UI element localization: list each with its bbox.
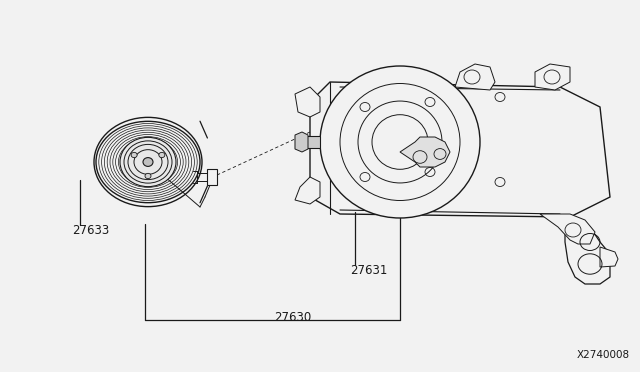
Polygon shape bbox=[295, 87, 320, 117]
Ellipse shape bbox=[159, 153, 165, 158]
Text: 27630: 27630 bbox=[274, 311, 311, 324]
Polygon shape bbox=[540, 214, 595, 244]
Text: 27633: 27633 bbox=[72, 224, 109, 237]
Polygon shape bbox=[207, 169, 217, 185]
Text: X2740008: X2740008 bbox=[577, 350, 630, 360]
Ellipse shape bbox=[320, 66, 480, 218]
Ellipse shape bbox=[143, 158, 153, 166]
Text: 27631: 27631 bbox=[350, 264, 387, 277]
Ellipse shape bbox=[131, 153, 137, 158]
Polygon shape bbox=[295, 132, 308, 152]
Polygon shape bbox=[310, 82, 610, 217]
Ellipse shape bbox=[120, 137, 176, 187]
Polygon shape bbox=[535, 64, 570, 90]
Polygon shape bbox=[565, 217, 610, 284]
Polygon shape bbox=[455, 64, 495, 90]
Ellipse shape bbox=[145, 173, 151, 179]
Polygon shape bbox=[295, 136, 320, 148]
Polygon shape bbox=[400, 137, 450, 167]
Polygon shape bbox=[600, 247, 618, 267]
Polygon shape bbox=[400, 163, 572, 218]
Ellipse shape bbox=[94, 114, 202, 210]
Polygon shape bbox=[295, 177, 320, 204]
